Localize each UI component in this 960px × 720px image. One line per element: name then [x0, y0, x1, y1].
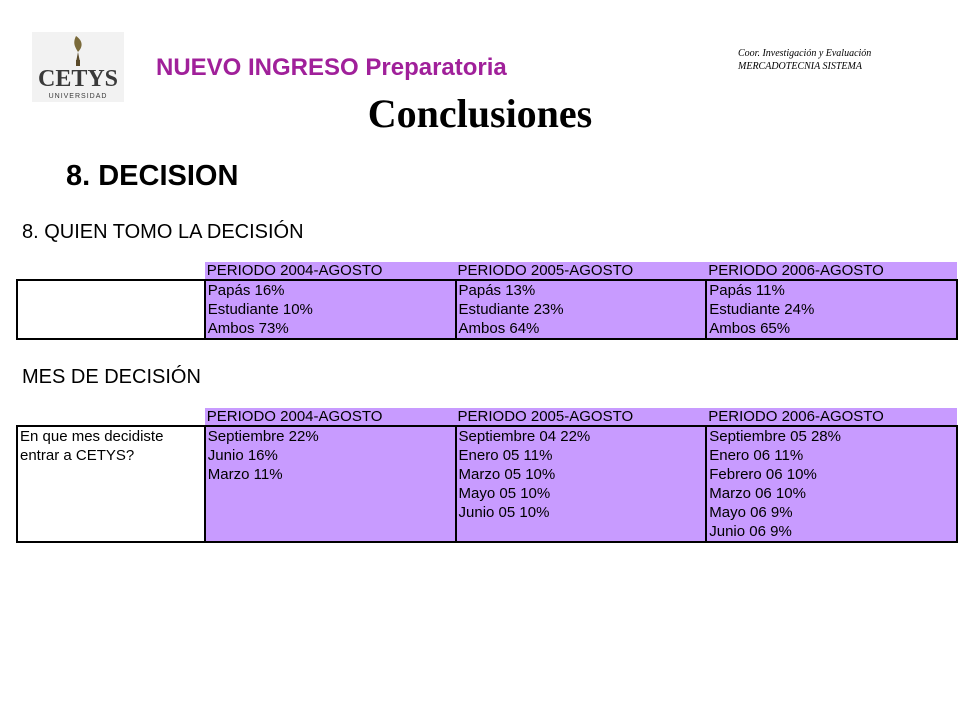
table2-col-header: PERIODO 2004-AGOSTO [204, 408, 456, 427]
table1-cell: Papás 11% Estudiante 24% Ambos 65% [705, 279, 958, 340]
table1-header-row: PERIODO 2004-AGOSTO PERIODO 2005-AGOSTO … [17, 262, 957, 281]
cell-line: Junio 05 10% [458, 504, 550, 521]
table2-header-blank [17, 408, 205, 427]
cell-line: Papás 16% [207, 282, 285, 299]
table2-header-row: PERIODO 2004-AGOSTO PERIODO 2005-AGOSTO … [17, 408, 957, 427]
table1-heading: 8. QUIEN TOMO LA DECISIÓN [22, 221, 304, 243]
table2-cell: Septiembre 22% Junio 16% Marzo 11% [203, 425, 457, 543]
table2-col-header: PERIODO 2006-AGOSTO [706, 408, 957, 427]
cell-line: Mayo 05 10% [458, 485, 551, 502]
table2-question-cell: En que mes decidiste entrar a CETYS? [16, 425, 206, 543]
decision-table: PERIODO 2004-AGOSTO PERIODO 2005-AGOSTO … [16, 262, 958, 340]
cell-line: Estudiante 10% [207, 301, 313, 318]
cell-line: Estudiante 24% [709, 301, 815, 318]
table1-col-header: PERIODO 2006-AGOSTO [706, 262, 957, 281]
cell-line: Mayo 06 9% [709, 504, 793, 521]
cell-line: Ambos 73% [207, 320, 289, 337]
cetys-logo: CETYS UNIVERSIDAD [32, 32, 124, 102]
coord-line-1: Coor. Investigación y Evaluación [738, 48, 872, 59]
cell-line: Junio 16% [207, 447, 278, 464]
cell-line: Septiembre 05 28% [709, 428, 841, 445]
cell-line: Marzo 05 10% [458, 466, 556, 483]
table1-data-row: Papás 16% Estudiante 10% Ambos 73% Papás… [16, 279, 958, 340]
section-title: 8. DECISION [66, 160, 239, 192]
cell-line: Ambos 64% [458, 320, 540, 337]
cell-line: Marzo 06 10% [709, 485, 806, 502]
cell-line: Estudiante 23% [458, 301, 564, 318]
cell-line: Septiembre 22% [207, 428, 319, 445]
cell-line: Septiembre 04 22% [458, 428, 591, 445]
table1-header-blank [17, 262, 205, 281]
table2-cell: Septiembre 05 28% Enero 06 11% Febrero 0… [705, 425, 958, 543]
coordination-label: Coor. Investigación y Evaluación MERCADO… [738, 47, 871, 73]
table2-col-header: PERIODO 2005-AGOSTO [455, 408, 707, 427]
table1-cell: Papás 13% Estudiante 23% Ambos 64% [454, 279, 708, 340]
header-title: NUEVO INGRESO Preparatoria [156, 54, 507, 81]
cell-line: Enero 06 11% [709, 447, 804, 464]
cell-line: Febrero 06 10% [709, 466, 817, 483]
table1-question-cell [16, 279, 206, 340]
cell-line: Junio 06 9% [709, 523, 792, 540]
cell-line: Marzo 11% [207, 466, 283, 483]
table1-cell: Papás 16% Estudiante 10% Ambos 73% [203, 279, 457, 340]
cell-line: Enero 05 11% [458, 447, 553, 464]
cell-line: Ambos 65% [709, 320, 791, 337]
page-title: Conclusiones [367, 91, 593, 136]
month-table: PERIODO 2004-AGOSTO PERIODO 2005-AGOSTO … [16, 408, 958, 543]
coord-line-2: MERCADOTECNIA SISTEMA [738, 61, 862, 72]
table2-heading: MES DE DECISIÓN [22, 366, 201, 388]
table1-col-header: PERIODO 2004-AGOSTO [204, 262, 456, 281]
table2-data-row: En que mes decidiste entrar a CETYS? Sep… [16, 425, 958, 543]
cell-line: Papás 13% [458, 282, 536, 299]
table2-cell: Septiembre 04 22% Enero 05 11% Marzo 05 … [454, 425, 708, 543]
table1-col-header: PERIODO 2005-AGOSTO [455, 262, 707, 281]
cell-line: Papás 11% [709, 282, 785, 299]
logo-text: CETYS [38, 66, 118, 92]
logo-subtext: UNIVERSIDAD [49, 93, 108, 100]
